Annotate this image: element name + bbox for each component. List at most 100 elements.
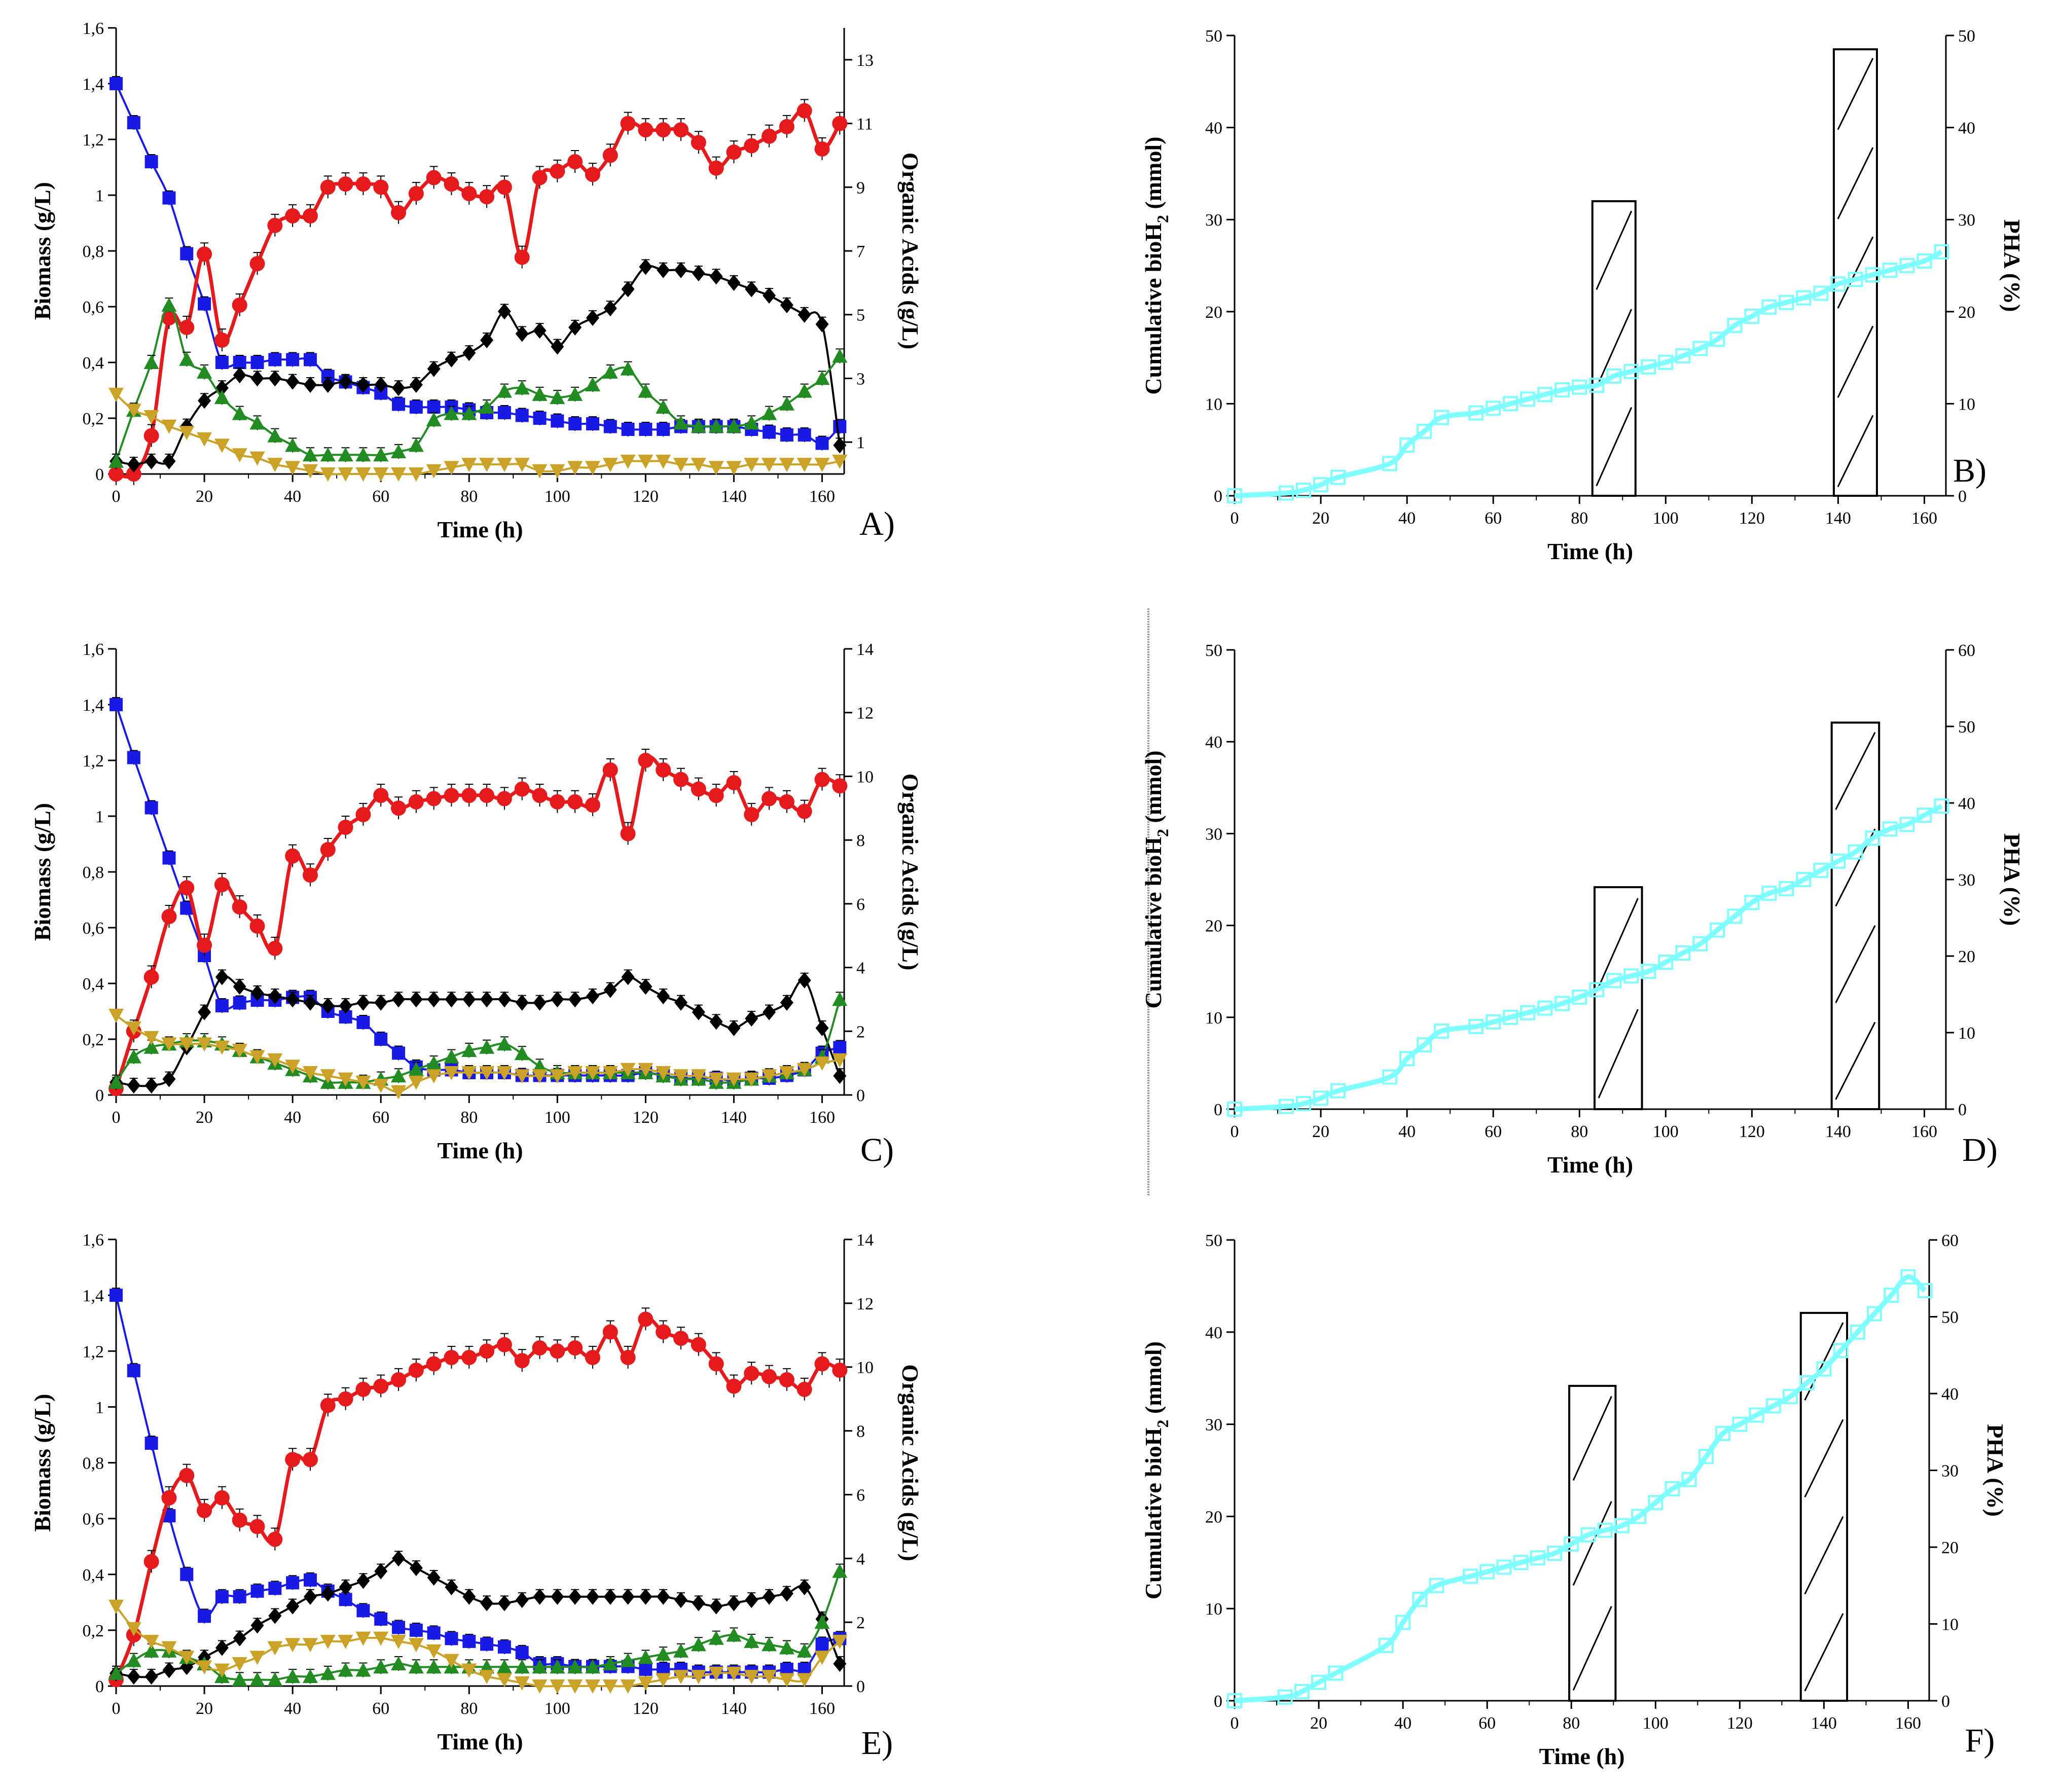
data-point bbox=[1623, 968, 1639, 984]
data-point bbox=[1648, 1495, 1664, 1511]
data-point bbox=[638, 454, 654, 469]
data-point bbox=[620, 1653, 636, 1667]
data-point bbox=[232, 406, 247, 420]
data-point bbox=[514, 781, 530, 797]
data-point bbox=[302, 1638, 318, 1653]
data-point bbox=[462, 1634, 476, 1648]
data-point bbox=[532, 464, 548, 479]
data-point bbox=[514, 249, 530, 265]
data-point bbox=[514, 1659, 530, 1674]
data-point bbox=[1580, 1527, 1596, 1543]
series-cumulative-bioh2 bbox=[1227, 244, 1949, 503]
data-point bbox=[162, 1662, 176, 1678]
data-point bbox=[110, 1289, 123, 1302]
data-point bbox=[267, 1053, 283, 1068]
data-point bbox=[462, 1588, 476, 1605]
data-point bbox=[426, 1644, 442, 1659]
data-point bbox=[1496, 1559, 1512, 1575]
x-tick-label: 100 bbox=[545, 487, 570, 506]
data-point bbox=[126, 1653, 141, 1667]
data-point bbox=[1779, 295, 1794, 310]
data-point bbox=[1399, 1051, 1415, 1067]
data-point bbox=[709, 1598, 723, 1615]
data-point bbox=[673, 415, 689, 430]
data-point bbox=[1296, 483, 1312, 498]
data-point bbox=[302, 464, 318, 479]
data-point bbox=[832, 992, 848, 1006]
y-axis-title-prefix: Cumulative bioH bbox=[1140, 223, 1166, 395]
y2-tick-label: 0 bbox=[1958, 1101, 1967, 1119]
data-point bbox=[268, 988, 282, 1005]
y-tick-label: 0,8 bbox=[83, 1454, 104, 1473]
data-point bbox=[143, 410, 159, 424]
y-axis-title-subscript: 2 bbox=[1153, 1419, 1172, 1428]
series-line bbox=[1234, 1274, 1927, 1703]
data-point bbox=[408, 1638, 424, 1653]
data-point bbox=[691, 135, 706, 151]
x-tick-label: 0 bbox=[1231, 1122, 1239, 1141]
series-gold-acid bbox=[109, 387, 848, 482]
data-point bbox=[161, 297, 177, 312]
data-point bbox=[285, 1638, 301, 1653]
data-point bbox=[514, 1353, 530, 1369]
data-point bbox=[214, 1040, 230, 1055]
data-point bbox=[797, 1673, 812, 1688]
data-point bbox=[532, 386, 548, 401]
y-tick-label: 1 bbox=[95, 187, 104, 205]
data-point bbox=[814, 772, 830, 787]
pha-bar-hatch bbox=[1598, 1009, 1639, 1099]
data-point bbox=[515, 1592, 529, 1608]
data-point bbox=[408, 186, 424, 201]
data-point bbox=[691, 1670, 706, 1685]
y-axis-title: Biomass (g/L) bbox=[29, 803, 55, 941]
data-point bbox=[638, 1311, 654, 1327]
x-tick-label: 20 bbox=[1312, 509, 1329, 528]
data-point bbox=[179, 426, 195, 441]
y-tick-label: 30 bbox=[1205, 1416, 1222, 1435]
y-tick-label: 1,2 bbox=[83, 1342, 104, 1361]
data-point bbox=[461, 1663, 477, 1678]
data-point bbox=[110, 77, 123, 90]
x-tick-label: 20 bbox=[196, 1108, 213, 1127]
data-point bbox=[1732, 1416, 1748, 1432]
series-black-acid bbox=[110, 969, 847, 1094]
data-point bbox=[497, 1595, 511, 1612]
data-point bbox=[708, 788, 724, 803]
data-point bbox=[426, 1356, 442, 1372]
data-point bbox=[286, 353, 300, 367]
data-point bbox=[390, 1634, 406, 1649]
data-point bbox=[355, 1075, 371, 1090]
data-point bbox=[550, 464, 565, 479]
data-point bbox=[832, 1053, 848, 1068]
data-point bbox=[568, 319, 582, 336]
data-point bbox=[427, 400, 441, 414]
data-point bbox=[691, 1637, 706, 1652]
data-point bbox=[1833, 1343, 1849, 1359]
data-point bbox=[585, 461, 600, 476]
data-point bbox=[832, 1634, 848, 1649]
data-point bbox=[621, 1588, 635, 1605]
data-point bbox=[514, 458, 530, 472]
x-tick-label: 60 bbox=[372, 1699, 389, 1718]
data-point bbox=[285, 848, 301, 864]
data-point bbox=[602, 1066, 618, 1080]
data-point bbox=[533, 994, 547, 1011]
data-point bbox=[1434, 410, 1450, 425]
data-point bbox=[408, 1062, 424, 1076]
x-tick-label: 100 bbox=[1653, 509, 1679, 528]
data-point bbox=[673, 122, 689, 138]
y2-tick-label: 40 bbox=[1941, 1385, 1959, 1404]
data-point bbox=[144, 1668, 158, 1685]
data-point bbox=[179, 319, 195, 335]
data-point bbox=[551, 991, 564, 1008]
data-point bbox=[444, 1066, 459, 1080]
y2-axis-title: Organic Acids (g/L) bbox=[897, 1364, 923, 1561]
x-tick-label: 100 bbox=[545, 1108, 570, 1127]
series-black-acid bbox=[110, 259, 847, 473]
panel-d: 0 20 40 60 80 100 120 140 160 0 10 20 30 40 50 0 10 20 30 4… bbox=[1140, 641, 2025, 1178]
data-point bbox=[762, 1637, 777, 1652]
y-tick-label: 0 bbox=[95, 1677, 104, 1696]
x-tick-label: 20 bbox=[1312, 1122, 1329, 1141]
data-point bbox=[1554, 382, 1570, 398]
data-point bbox=[338, 1662, 353, 1677]
